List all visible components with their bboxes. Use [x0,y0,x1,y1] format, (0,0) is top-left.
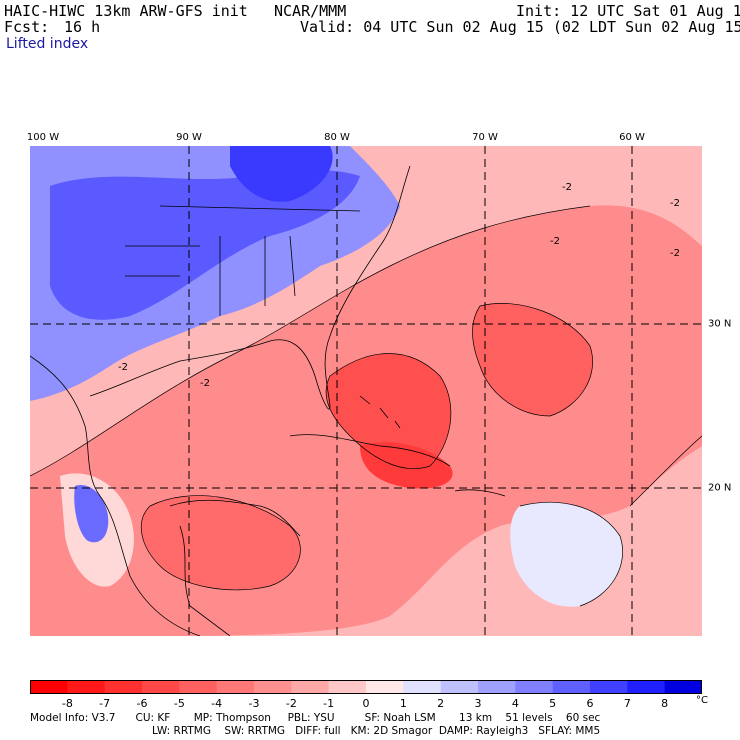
colorbar-swatch [179,680,218,694]
weak-positive-caribbean [510,502,623,607]
init-time: Init: 12 UTC Sat 01 Aug 15 [516,2,740,20]
colorbar-swatch [216,680,255,694]
strongest-positive-region [230,146,333,202]
colorbar-swatch [478,680,516,694]
colorbar-swatch [328,680,367,694]
colorbar-swatch [366,680,404,694]
colorbar-tick-label: -2 [285,697,297,710]
colorbar-tick-label: 7 [623,697,631,710]
contour-label: -2 [670,248,680,259]
contour-label: -2 [118,362,128,373]
contour-labels: -2 -2 -2 -2 -2 -2 [118,182,680,389]
model-info-line2: LW: RRTMG SW: RRTMG DIFF: full KM: 2D Sm… [152,725,601,737]
colorbar-swatch [664,680,702,694]
lat-label-20n: 20 N [708,482,732,494]
field-name: Lifted index [6,36,89,52]
colorbar-tick-label: 6 [586,697,594,710]
lon-label-60w: 60 W [619,132,645,143]
colorbar-tick-label: -1 [323,697,335,710]
colorbar-swatch [590,680,628,694]
colorbar-tick-label: -7 [99,697,111,710]
center-label: NCAR/MMM [274,2,347,20]
positive-spot-mexico [74,485,109,543]
lon-label-90w: 90 W [176,132,202,143]
colorbar-tick-label: 3 [474,697,482,710]
contour-label: -2 [670,198,680,209]
contour-label: -2 [562,182,572,193]
colorbar-tick-label: 0 [362,697,370,710]
colorbar-swatch [440,680,479,694]
colorbar-swatch [627,680,666,694]
lifted-index-map: -2 -2 -2 -2 -2 -2 [30,146,702,636]
colorbar-tick-label: -3 [248,697,260,710]
lon-label-80w: 80 W [324,132,350,143]
colorbar-swatch [552,680,591,694]
colorbar-swatch [67,680,106,694]
colorbar-tick-label: -5 [173,697,185,710]
model-title: HAIC-HIWC 13km ARW-GFS init [4,2,248,20]
coastlines [30,165,506,636]
colorbar-swatch [30,680,68,694]
model-info-line1: Model Info: V3.7 CU: KF MP: Thompson PBL… [30,712,601,724]
colorbar-swatch [142,680,180,694]
lon-label-100w: 100 W [26,132,60,143]
colorbar-tick-label: 8 [661,697,669,710]
colorbar-tick-label: -6 [136,697,148,710]
lon-label-70w: 70 W [472,132,498,143]
colorbar [30,680,702,694]
colorbar-swatch [104,680,143,694]
lat-label-30n: 30 N [708,318,732,330]
colorbar-tick-label: 4 [511,697,519,710]
valid-time: Valid: 04 UTC Sun 02 Aug 15 (02 LDT Sun … [300,18,740,36]
colorbar-tick-label: 5 [549,697,557,710]
colorbar-swatch [254,680,292,694]
forecast-hour: 16 h [64,18,101,36]
colorbar-swatch [291,680,330,694]
colorbar-tick-label: -4 [211,697,223,710]
strong-negative-core-atlantic [472,303,593,416]
forecast-label: Fcst: [4,18,50,36]
contour-label: -2 [200,378,210,389]
strong-negative-core-gulf [141,495,301,590]
colorbar-tick-label: -8 [61,697,73,710]
colorbar-tick-label: 1 [399,697,407,710]
contours [30,205,702,607]
strong-positive-region-us [50,170,360,320]
strong-negative-core-bahamas [326,353,451,469]
colorbar-unit: °C [696,695,708,706]
contour-label: -2 [550,236,560,247]
colorbar-swatch [515,680,554,694]
colorbar-tick-label: 2 [437,697,445,710]
strong-negative-core-cuba [360,442,453,489]
colorbar-border [30,680,702,694]
colorbar-swatch [403,680,442,694]
